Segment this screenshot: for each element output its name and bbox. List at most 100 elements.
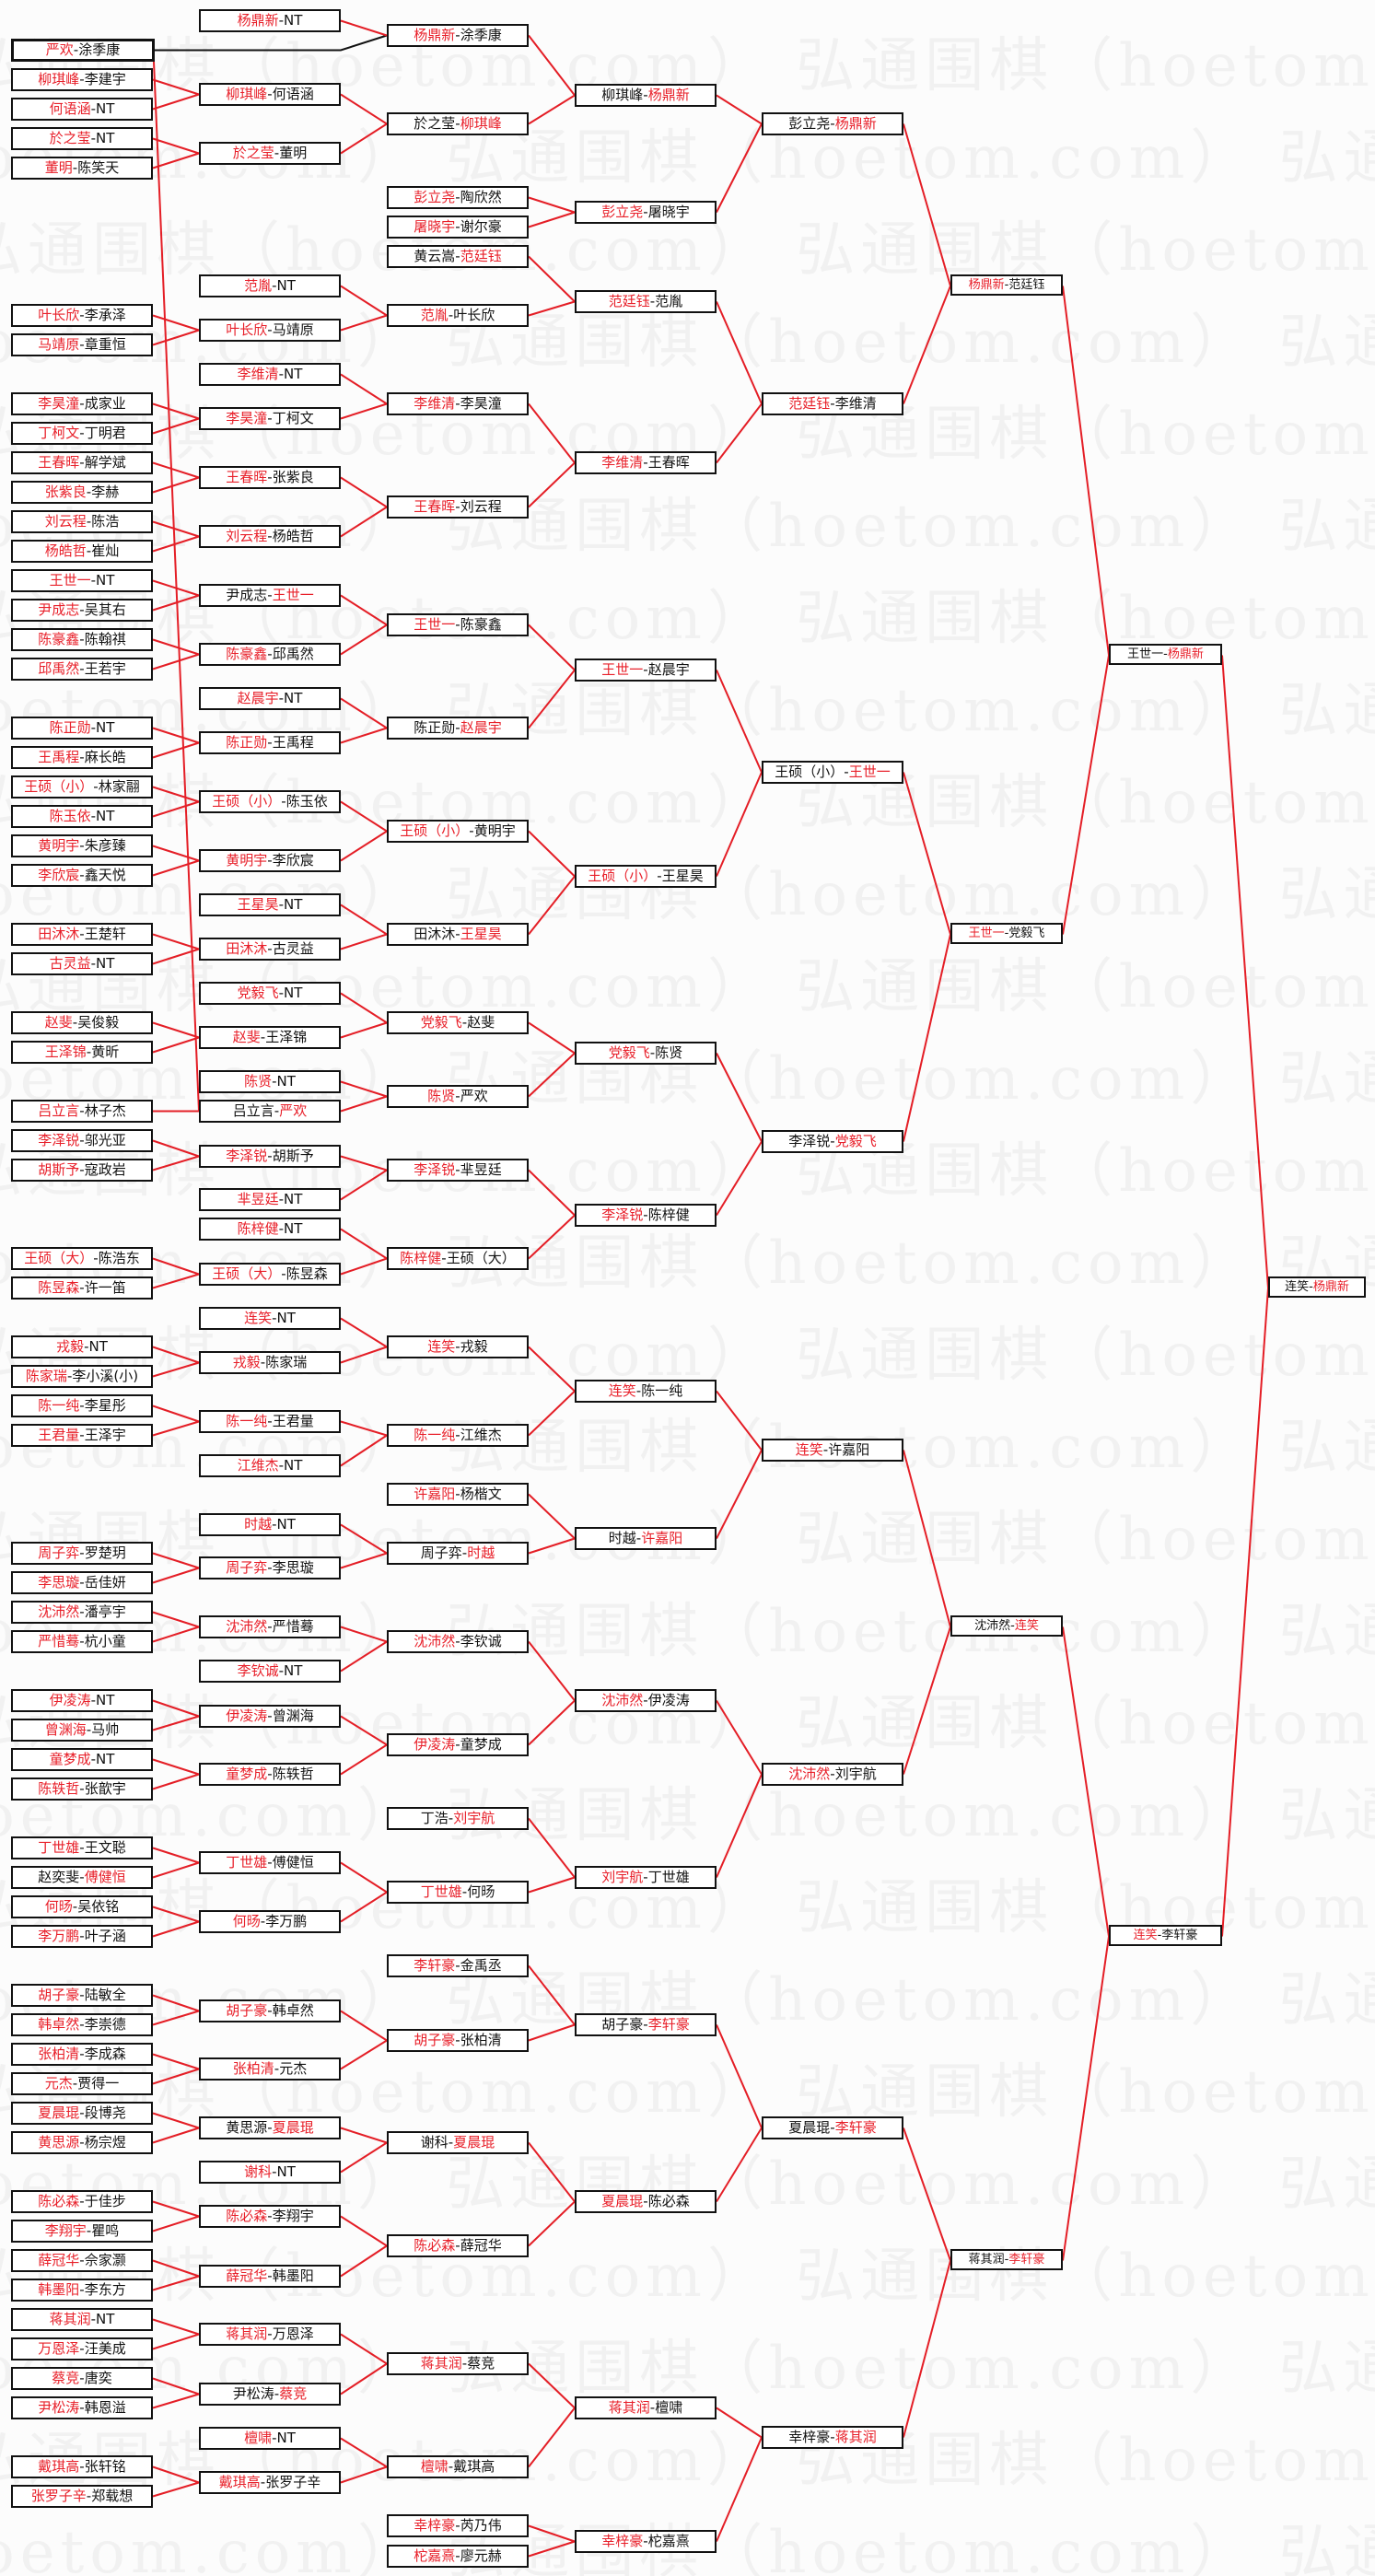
player-name: 芮乃伟 <box>460 2517 502 2534</box>
player-name: 丁浩 <box>420 1810 449 1826</box>
player-name-winner: 范廷钰 <box>460 248 502 264</box>
match-box: 王世一 - 杨鼎新 <box>1109 644 1222 665</box>
bracket-link-special <box>153 34 388 52</box>
player-name: 於之莹 <box>414 115 456 132</box>
match-box: 屠晓宇 - 谢尔豪 <box>387 216 529 239</box>
separator: - <box>79 1780 85 1797</box>
player-name-winner: 丁世雄 <box>226 1854 268 1871</box>
separator: - <box>260 1913 266 1929</box>
separator: - <box>79 1869 85 1885</box>
player-name-winner: 邱禹然 <box>38 660 80 677</box>
bracket-link <box>340 594 388 626</box>
separator: - <box>455 2547 460 2564</box>
bracket-link <box>1221 655 1269 1288</box>
bracket-link <box>340 402 388 420</box>
match-box: 陈正勋 - NT <box>11 717 153 740</box>
match-box: 伊凌涛 - NT <box>11 1689 153 1712</box>
separator: - <box>86 2488 92 2504</box>
player-name-winner: 李思璇 <box>38 1574 80 1591</box>
match-box: 万恩泽 - 汪美成 <box>11 2337 153 2360</box>
bracket-link <box>716 2437 763 2542</box>
player-name: NT <box>284 366 303 382</box>
player-name-winner: 陈必森 <box>226 2208 268 2224</box>
bracket-link <box>152 2200 200 2218</box>
match-box: 幸梓豪 - 柁嘉熹 <box>575 2530 717 2553</box>
match-box: 於之莹 - NT <box>11 127 153 150</box>
bracket-link <box>152 1273 200 1289</box>
player-name-winner: 张柏清 <box>38 2046 80 2062</box>
separator: - <box>79 1132 85 1148</box>
bracket-link <box>528 196 576 214</box>
separator: - <box>649 293 656 309</box>
player-name-winner: 何旸 <box>44 1898 73 1915</box>
player-name: 柳琪峰 <box>601 87 644 103</box>
player-name: 陈笑天 <box>77 159 120 176</box>
match-box: 陈一纯 - 江维杰 <box>387 1424 529 1447</box>
player-name: 李翔宇 <box>272 2208 314 2224</box>
player-name-winner: 党毅飞 <box>420 1014 462 1031</box>
bracket-link <box>152 1773 200 1790</box>
player-name: 万恩泽 <box>272 2325 314 2342</box>
player-name-winner: 党毅飞 <box>237 985 279 1001</box>
match-box: 陈一纯 - 王君量 <box>199 1410 341 1433</box>
player-name-winner: 彭立尧 <box>414 189 456 205</box>
bracket-link <box>528 624 576 671</box>
player-name-winner: 黄明宇 <box>38 837 80 854</box>
player-name-winner: 李轩豪 <box>647 2016 690 2033</box>
player-name-winner: 陈一纯 <box>414 1427 456 1443</box>
bracket-link <box>340 2127 388 2144</box>
player-name-winner: 李泽锐 <box>226 1148 268 1164</box>
bracket-link <box>340 830 388 862</box>
player-name-winner: 陈必森 <box>414 2237 456 2254</box>
player-name-winner: 陈玉依 <box>49 808 91 824</box>
player-name: 岳佳妍 <box>84 1574 126 1591</box>
player-name-winner: 柳琪峰 <box>460 115 502 132</box>
bracket-link <box>903 2127 951 2261</box>
separator: - <box>267 1559 273 1576</box>
player-name: NT <box>96 2311 115 2327</box>
match-box: 何旸 - 李万鹏 <box>199 1910 341 1933</box>
player-name-winner: 胡子豪 <box>38 1987 80 2003</box>
separator: - <box>267 469 273 485</box>
player-name-winner: 何语涵 <box>49 100 91 117</box>
separator: - <box>643 204 648 220</box>
separator: - <box>441 1250 447 1266</box>
separator: - <box>90 1751 97 1767</box>
bracket-link <box>528 1493 576 1540</box>
separator: - <box>79 1279 85 1296</box>
match-box: 柁嘉熹 - 廖元赫 <box>387 2545 529 2568</box>
player-name-winner: 王星昊 <box>237 896 279 913</box>
player-name-winner: 王春晖 <box>38 454 80 471</box>
bracket-link <box>340 624 388 656</box>
player-name: NT <box>284 1457 303 1474</box>
match-box: 陈必森 - 薛冠华 <box>387 2234 529 2257</box>
match-box: 曾渊海 - 马帅 <box>11 1719 153 1742</box>
bracket-link <box>903 1626 951 1775</box>
bracket-link <box>1221 1288 1269 1937</box>
bracket-link <box>340 2039 388 2070</box>
player-name-winner: 杨鼎新 <box>968 278 1005 292</box>
separator: - <box>86 2222 92 2239</box>
player-name: 曾渊海 <box>272 1708 314 1724</box>
player-name-winner: 蒋其润 <box>834 2429 877 2445</box>
player-name-winner: 沈沛然 <box>414 1633 456 1649</box>
match-box: 连笑 - 许嘉阳 <box>762 1439 903 1462</box>
player-name: 林子杰 <box>84 1102 126 1119</box>
bracket-link <box>152 1906 200 1923</box>
player-name-winner: 夏晨琨 <box>38 2104 80 2121</box>
separator: - <box>79 1928 85 1944</box>
bracket-link <box>528 2524 576 2543</box>
match-box: 沈沛然 - 严惜蓦 <box>199 1615 341 1638</box>
bracket-link <box>528 1052 576 1098</box>
player-name: NT <box>96 719 115 736</box>
bracket-link <box>340 1640 388 1673</box>
match-box: 李昊潼 - 成家业 <box>11 392 153 415</box>
bracket-link <box>152 1611 200 1628</box>
separator: - <box>79 1102 85 1119</box>
bracket-link <box>152 1021 200 1039</box>
player-name-winner: 刘宇航 <box>453 1810 495 1826</box>
player-name: 廖元赫 <box>460 2547 502 2564</box>
player-name: 许一笛 <box>84 1279 126 1296</box>
player-name: 赵晨宇 <box>647 661 690 678</box>
